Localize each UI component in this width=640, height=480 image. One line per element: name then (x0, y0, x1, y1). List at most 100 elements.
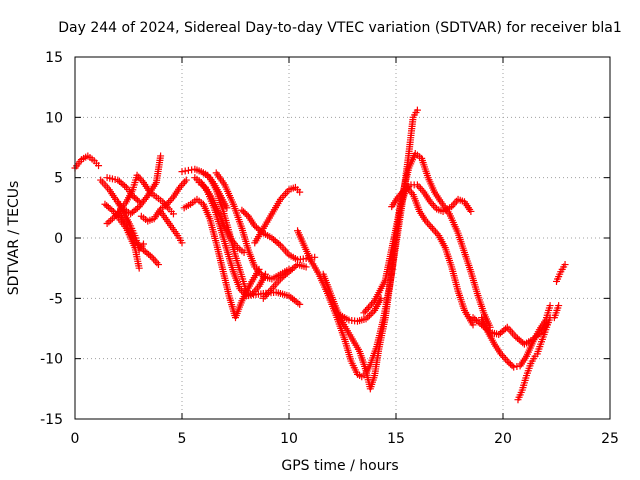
series-track-ab (533, 302, 563, 358)
data-point (296, 300, 304, 308)
data-point (132, 195, 140, 203)
series-track-h (137, 176, 190, 225)
series-track-e (103, 174, 143, 206)
data-point (133, 204, 141, 212)
data-point (365, 311, 373, 319)
data-point (377, 294, 385, 302)
data-point (134, 196, 142, 204)
data-point (139, 240, 147, 248)
data-point (467, 207, 475, 215)
series-track-z (469, 314, 552, 348)
data-point (366, 302, 374, 310)
data-point (413, 106, 421, 114)
y-tick-label: 5 (54, 171, 63, 187)
data-point (181, 178, 189, 186)
data-point (135, 198, 143, 206)
x-tick-label: 0 (71, 431, 80, 447)
data-point (427, 223, 435, 231)
data-point (503, 357, 511, 365)
series-track-s (242, 288, 304, 308)
data-point (484, 327, 492, 335)
series-track-r (259, 261, 310, 302)
data-point (546, 302, 554, 310)
data-point (178, 239, 186, 247)
data-point (150, 255, 158, 263)
data-point (536, 330, 544, 338)
series-track-q (251, 183, 304, 247)
data-point (369, 308, 377, 316)
data-point (95, 162, 103, 170)
data-point (500, 353, 508, 361)
data-point (367, 310, 375, 318)
data-point (135, 264, 143, 272)
data-point (505, 359, 513, 367)
data-point (508, 362, 516, 370)
data-point (368, 300, 376, 308)
data-point (182, 176, 190, 184)
data-point (432, 228, 440, 236)
data-point (361, 307, 369, 315)
series-track-n (199, 169, 250, 295)
y-tick-label: -5 (49, 291, 63, 307)
data-point (181, 167, 189, 175)
x-axis-label: GPS time / hours (281, 458, 398, 474)
data-point (415, 183, 423, 191)
y-tick-label: -15 (40, 412, 63, 428)
data-point (413, 181, 421, 189)
data-point (425, 221, 433, 229)
series-track-a (71, 152, 103, 172)
y-tick-label: 0 (54, 231, 63, 247)
y-tick-label: -10 (40, 352, 63, 368)
data-point (362, 315, 370, 323)
data-point (275, 240, 283, 248)
data-point (157, 152, 165, 160)
x-tick-label: 20 (494, 431, 512, 447)
series-track-x (388, 181, 475, 215)
data-point (179, 180, 187, 188)
data-point (241, 209, 249, 217)
data-point (561, 261, 569, 269)
data-point (153, 259, 161, 267)
chart-title: Day 244 of 2024, Sidereal Day-to-day VTE… (58, 20, 621, 36)
series-track-w (336, 294, 385, 325)
x-tick-label: 10 (280, 431, 298, 447)
ticks-layer: 0 5 10 15 20 25 -15 -10 -5 0 5 10 15 (40, 50, 619, 447)
data-point (430, 226, 438, 234)
series-track-p (238, 206, 319, 264)
data-point (510, 363, 518, 371)
y-tick-label: 10 (45, 110, 63, 126)
y-tick-label: 15 (45, 50, 63, 66)
data-point (302, 263, 310, 271)
y-axis-label: SDTVAR / TECUs (6, 181, 22, 296)
data-point (151, 257, 159, 265)
data-point (469, 321, 477, 329)
data-point (146, 252, 154, 260)
data-point (363, 305, 371, 313)
series-track-aa (514, 352, 539, 404)
x-tick-label: 15 (387, 431, 405, 447)
x-tick-label: 5 (178, 431, 187, 447)
data-point (184, 166, 192, 174)
data-point (429, 201, 437, 209)
series-track-i (157, 207, 186, 247)
data-point (129, 192, 137, 200)
data-point (296, 188, 304, 196)
data-point (238, 206, 246, 214)
data-point (103, 220, 111, 228)
data-point (364, 304, 372, 312)
data-point (130, 193, 138, 201)
data-point (364, 313, 372, 321)
data-point (105, 218, 113, 226)
data-point (360, 309, 368, 317)
data-point (178, 168, 186, 176)
data-point (555, 302, 563, 310)
data-point (107, 216, 115, 224)
data-point (513, 363, 521, 371)
data-point (154, 261, 162, 269)
data-point (108, 206, 116, 214)
series-track-ac (553, 261, 569, 285)
data-point (136, 175, 144, 183)
series-track-t (294, 106, 421, 381)
x-tick-label: 25 (601, 431, 619, 447)
